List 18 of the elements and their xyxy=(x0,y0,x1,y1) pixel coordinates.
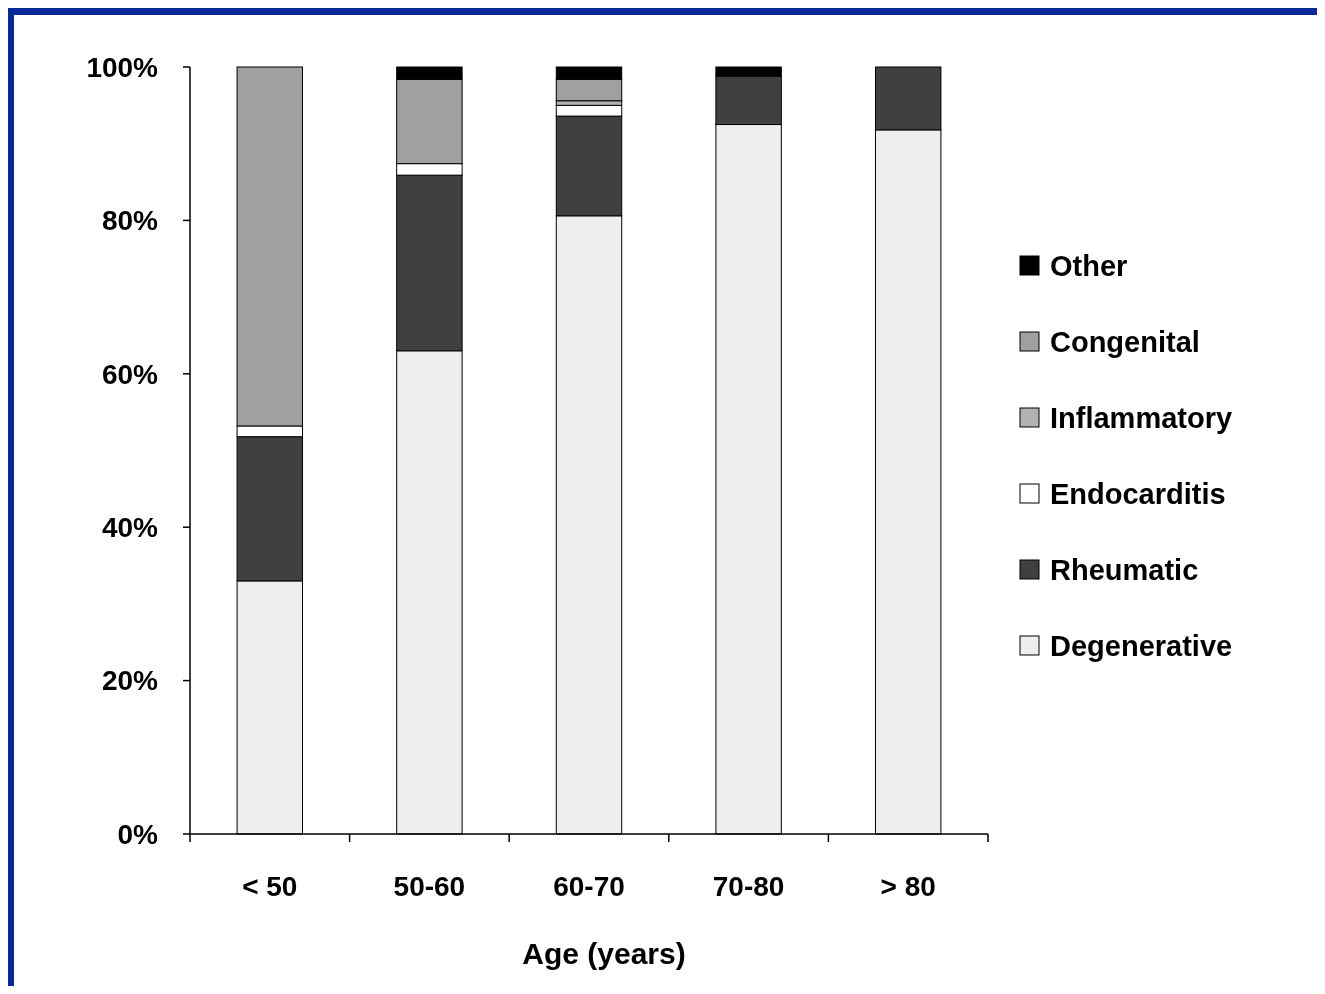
x-tick-label: 60-70 xyxy=(553,871,625,902)
legend-label: Inflammatory xyxy=(1050,402,1233,435)
y-tick-label: 100% xyxy=(86,51,159,83)
legend-label: Rheumatic xyxy=(1050,554,1199,587)
x-axis-title: Age (years) xyxy=(522,937,686,970)
x-tick-label: > 80 xyxy=(880,871,936,902)
y-tick-label: 40% xyxy=(101,512,159,543)
legend-label: Degenerative xyxy=(1050,630,1233,663)
x-tick-label: < 50 xyxy=(242,871,298,902)
y-tick-label: 20% xyxy=(101,665,159,697)
legend-label: Congenital xyxy=(1050,326,1200,359)
y-tick-label: 80% xyxy=(101,205,159,237)
x-tick-label: 50-60 xyxy=(393,871,466,902)
legend-label: Endocarditis xyxy=(1050,478,1226,511)
y-tick-label: 0% xyxy=(117,818,159,850)
legend-label: Other xyxy=(1050,250,1128,283)
y-tick-label: 60% xyxy=(101,358,159,390)
x-tick-label: 70-80 xyxy=(712,871,785,902)
